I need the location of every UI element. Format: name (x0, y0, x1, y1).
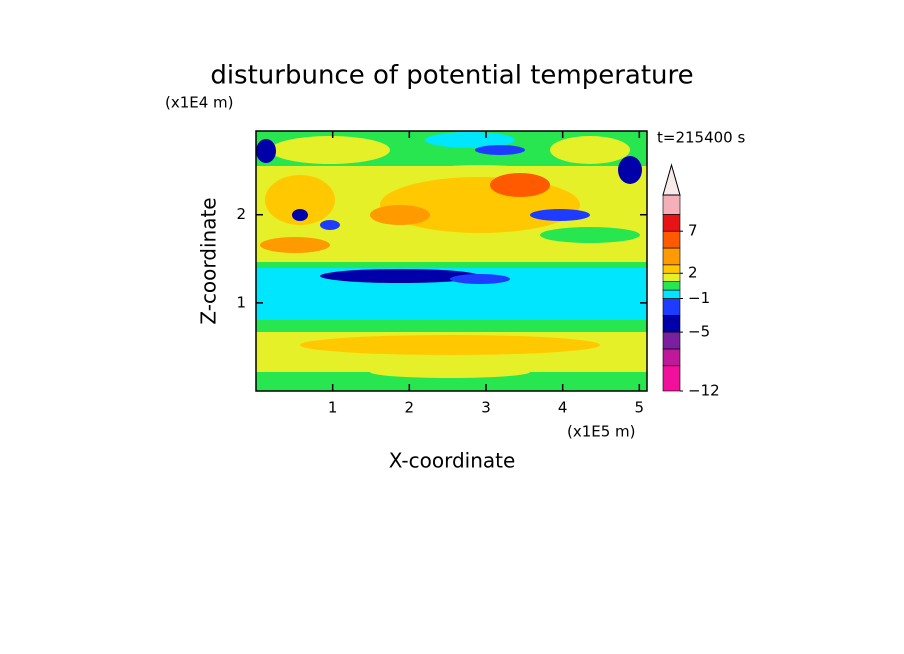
colorbar-segment (662, 289, 681, 299)
colorbar-extension (662, 163, 681, 196)
colorbar-segment (662, 272, 681, 282)
colorbar-segment (662, 247, 681, 266)
colorbar-segment (662, 281, 681, 291)
annotation: t=215400 s (657, 129, 745, 147)
x-tick-label: 2 (405, 399, 415, 417)
x-tick-label: 3 (481, 399, 491, 417)
x-tick-label: 5 (635, 399, 645, 417)
y-axis-label: Z-coordinate (197, 197, 221, 324)
y-tick-label: 2 (236, 205, 246, 223)
colorbar-tick-label: 7 (688, 222, 698, 240)
y-tick-label: 1 (236, 293, 246, 311)
plot-frame (255, 130, 648, 392)
colorbar-segment (662, 230, 681, 249)
colorbar-segment (662, 194, 681, 215)
colorbar-tick-label: −5 (688, 323, 710, 341)
chart-title: disturbunce of potential temperature (210, 61, 693, 91)
colorbar-segment (662, 214, 681, 232)
x-tick-label: 1 (328, 399, 338, 417)
x-tick-label: 4 (558, 399, 568, 417)
contour-field (256, 131, 647, 391)
colorbar-segment (662, 298, 681, 316)
x-axis-label: X-coordinate (389, 449, 516, 473)
colorbar-segment (662, 264, 681, 274)
colorbar-tick-label: −1 (688, 289, 710, 307)
y-unit: (x1E4 m) (165, 94, 234, 112)
colorbar-segment (662, 348, 681, 367)
x-unit: (x1E5 m) (567, 423, 636, 441)
colorbar-segment (662, 365, 681, 392)
colorbar-segment (662, 331, 681, 350)
colorbar-segment (662, 314, 681, 333)
colorbar-tick-label: 2 (688, 264, 698, 282)
colorbar-tick-label: −12 (688, 382, 720, 400)
